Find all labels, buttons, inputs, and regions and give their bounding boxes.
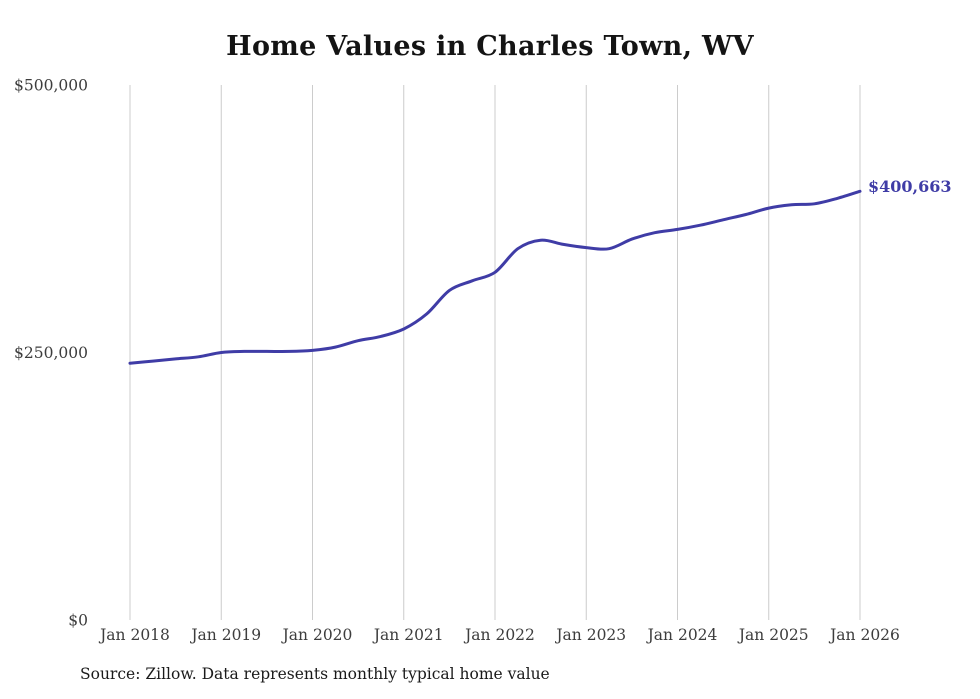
x-tick-label: Jan 2024	[646, 626, 718, 644]
home-value-line	[128, 189, 862, 365]
x-tick-label: Jan 2025	[737, 626, 809, 644]
x-axis-labels: Jan 2018 Jan 2019 Jan 2020 Jan 2021 Jan 2022…	[98, 626, 900, 644]
y-axis-labels: $0 $250,000 $500,000	[14, 77, 88, 630]
y-tick-label: $250,000	[14, 344, 88, 362]
x-tick-label: Jan 2019	[189, 626, 261, 644]
x-tick-label: Jan 2023	[554, 626, 626, 644]
chart-title: Home Values in Charles Town, WV	[226, 31, 754, 62]
x-tick-label: Jan 2022	[463, 626, 535, 644]
source-note: Source: Zillow. Data represents monthly …	[80, 665, 550, 683]
y-tick-label: $0	[68, 612, 88, 630]
x-tick-label: Jan 2026	[828, 626, 900, 644]
end-value-label: $400,663	[868, 177, 952, 196]
x-tick-label: Jan 2020	[281, 626, 353, 644]
x-tick-label: Jan 2018	[98, 626, 170, 644]
y-tick-label: $500,000	[14, 77, 88, 95]
x-tick-label: Jan 2021	[372, 626, 444, 644]
